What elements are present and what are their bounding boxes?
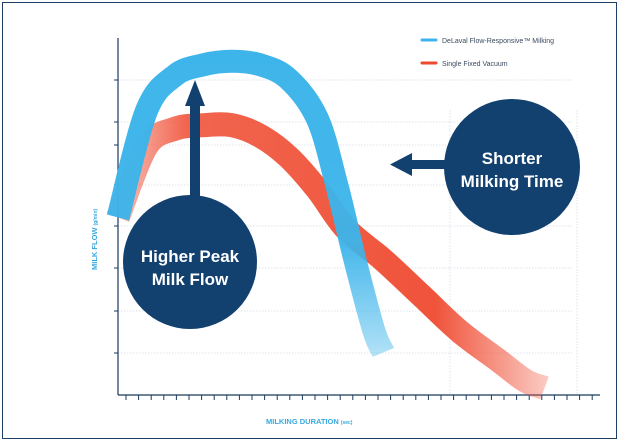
callout-circle-time <box>444 99 580 235</box>
callout-shorter-time: Shorter Milking Time <box>390 99 580 235</box>
callout-circle-peak <box>123 195 257 329</box>
legend: DeLaval Flow-Responsive™ Milking Single … <box>420 38 554 68</box>
callout-time-line2: Milking Time <box>461 172 564 191</box>
series-line-flow-responsive <box>106 49 395 358</box>
peak-arrow-shaft <box>190 105 200 200</box>
series-line-single-fixed-vacuum <box>106 112 549 400</box>
time-arrow-shaft <box>405 160 453 169</box>
callout-peak-line1: Higher Peak <box>141 247 240 266</box>
peak-arrow-head <box>185 80 205 106</box>
time-arrow-head <box>390 153 412 176</box>
series-layer <box>106 49 549 400</box>
legend-label-series-0: DeLaval Flow-Responsive™ Milking <box>442 38 554 45</box>
callout-time-line1: Shorter <box>482 149 543 168</box>
callout-higher-peak: Higher Peak Milk Flow <box>123 80 257 329</box>
legend-label-series-1: Single Fixed Vacuum <box>442 61 508 68</box>
callout-peak-line2: Milk Flow <box>152 270 229 289</box>
x-axis-title: MILKING DURATION (sec) <box>266 417 353 426</box>
y-axis-title: MILK FLOW(g/min) <box>90 209 99 270</box>
